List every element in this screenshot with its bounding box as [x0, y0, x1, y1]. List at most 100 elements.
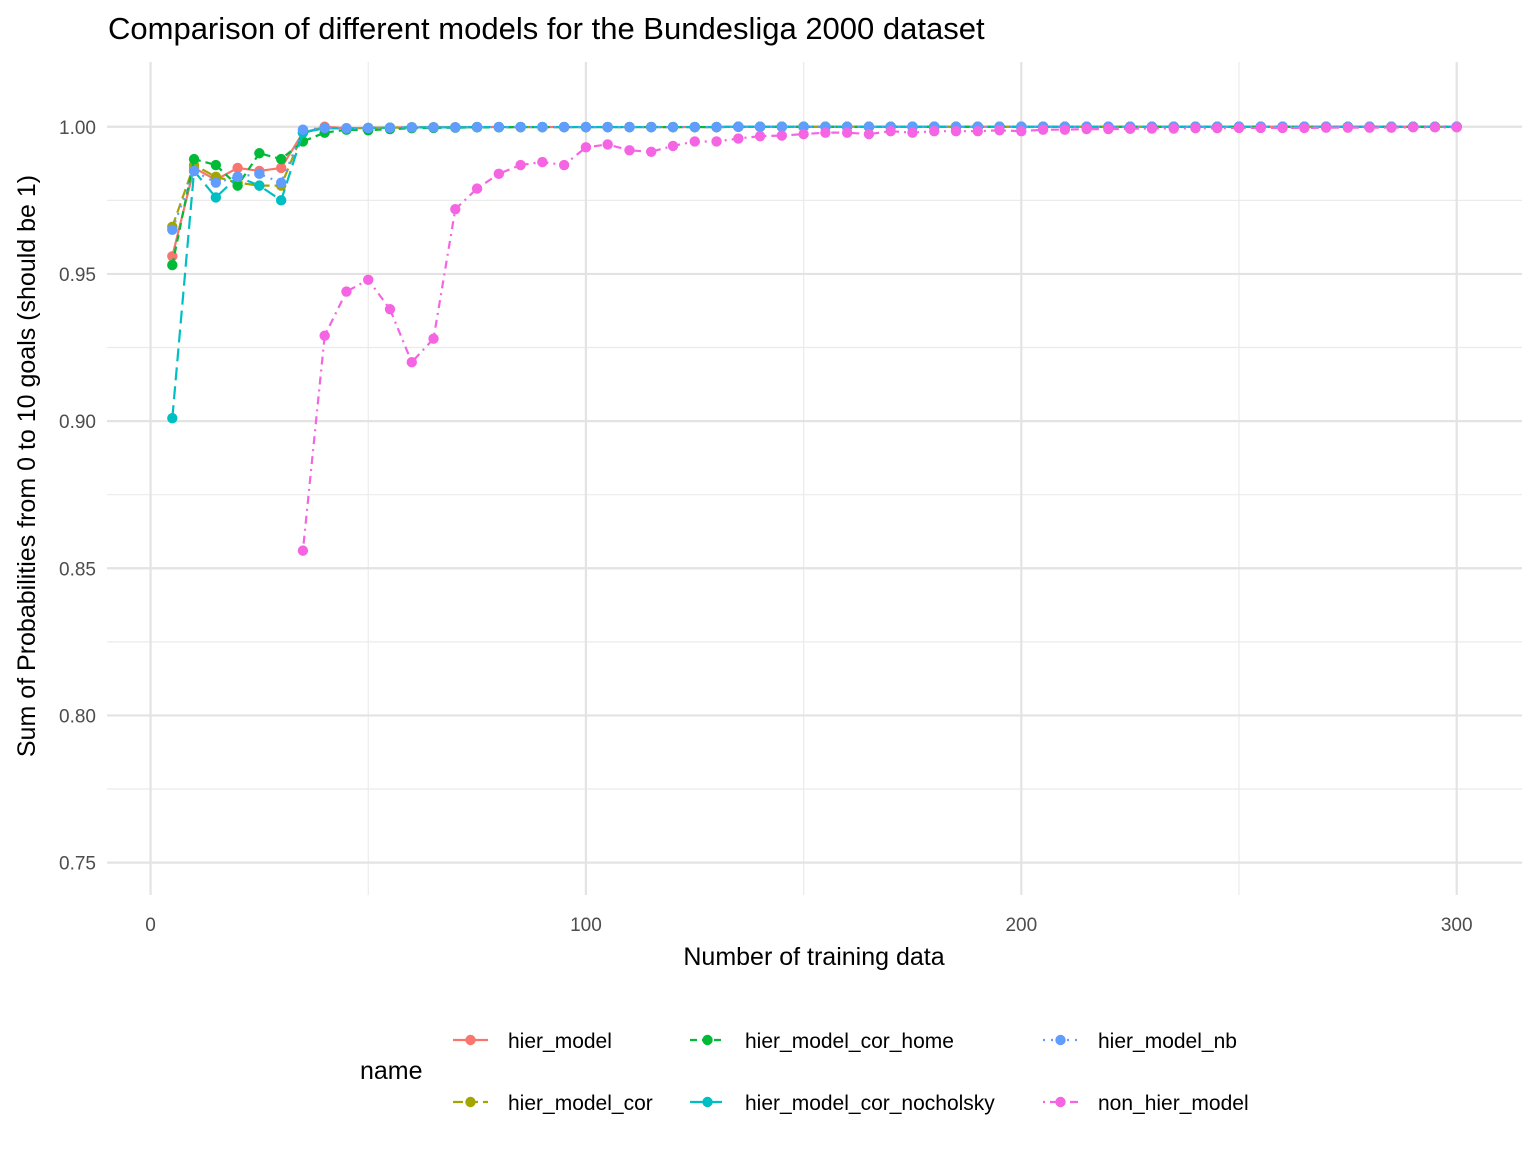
legend: name hier_model hier_model_cor hier_model_…	[360, 1030, 1249, 1115]
data-point-non-hier-model	[1103, 123, 1114, 135]
data-point-non-hier-model	[1124, 123, 1136, 135]
data-point-non-hier-model	[907, 127, 918, 138]
data-point-non-hier-model	[1081, 123, 1092, 135]
data-point-non-hier-model	[1212, 123, 1223, 134]
data-point-non-hier-model	[471, 183, 483, 194]
data-point-non-hier-model	[689, 136, 700, 147]
data-point-non-hier-model	[929, 125, 940, 137]
data-point-non-hier-model	[1255, 122, 1266, 134]
legend-item-non-hier-model: non_hier_model	[1043, 1092, 1249, 1115]
data-point-hier-model-nb	[319, 122, 330, 134]
legend-label: hier_model_nb	[1098, 1030, 1237, 1053]
legend-item-hier-model-nb: hier_model_nb	[1043, 1030, 1237, 1053]
data-point-non-hier-model	[1233, 122, 1245, 134]
series-line-hier-model-cor	[171, 125, 1457, 228]
legend-item-hier-model-cor: hier_model_cor	[453, 1092, 653, 1115]
data-point-non-hier-model	[754, 130, 766, 142]
data-point-non-hier-model	[1190, 123, 1201, 134]
data-point-non-hier-model	[558, 159, 570, 171]
data-point-hier-model-nb	[515, 121, 526, 133]
data-point-non-hier-model	[1451, 122, 1462, 133]
data-point-non-hier-model	[1407, 122, 1419, 133]
data-point-non-hier-model	[885, 125, 896, 137]
data-point-hier-model-nb	[384, 122, 396, 133]
data-point-hier-model-nb	[297, 124, 309, 135]
data-point-non-hier-model	[820, 127, 831, 138]
data-point-non-hier-model	[515, 159, 526, 171]
data-point-hier-model-cor-nocholsky	[167, 412, 178, 424]
data-point-non-hier-model	[1016, 125, 1027, 137]
data-point-non-hier-model	[798, 128, 809, 140]
legend-item-hier-model: hier_model	[453, 1030, 612, 1053]
data-point-non-hier-model	[319, 330, 330, 341]
data-point-non-hier-model	[646, 146, 657, 157]
data-point-non-hier-model	[1059, 124, 1071, 135]
legend-label: hier_model_cor_nocholsky	[745, 1092, 995, 1115]
legend-label: hier_model	[508, 1030, 612, 1053]
y-tick-label: 0.75	[59, 854, 96, 875]
y-tick-label: 0.90	[59, 412, 96, 433]
legend-key-point	[702, 1096, 713, 1108]
data-point-non-hier-model	[602, 139, 613, 150]
data-point-non-hier-model	[450, 203, 461, 215]
x-tick-label: 100	[570, 915, 602, 936]
data-point-non-hier-model	[428, 333, 439, 344]
data-point-hier-model-nb	[232, 171, 243, 182]
data-point-hier-model-cor-home	[275, 153, 287, 165]
data-point-hier-model-nb	[537, 121, 548, 133]
data-point-hier-model-nb	[754, 121, 766, 132]
data-point-non-hier-model	[1037, 124, 1049, 135]
data-point-non-hier-model	[733, 133, 744, 144]
data-point-non-hier-model	[994, 125, 1005, 136]
data-point-hier-model-nb	[275, 177, 287, 188]
data-point-hier-model-nb	[254, 168, 265, 180]
data-point-non-hier-model	[341, 286, 352, 297]
data-point-non-hier-model	[667, 140, 679, 152]
y-tick-label: 0.95	[59, 265, 96, 286]
x-tick-label: 300	[1441, 915, 1473, 936]
data-point-non-hier-model	[537, 156, 548, 168]
data-point-non-hier-model	[1364, 122, 1375, 133]
series-layer	[167, 121, 1462, 556]
legend-item-hier-model-cor-nocholsky: hier_model_cor_nocholsky	[690, 1092, 995, 1115]
data-point-non-hier-model	[1429, 122, 1441, 133]
data-point-non-hier-model	[384, 304, 396, 315]
x-tick-label: 200	[1005, 915, 1037, 936]
data-point-hier-model-nb	[689, 121, 700, 133]
data-point-hier-model	[167, 251, 178, 262]
data-point-hier-model-nb	[210, 177, 222, 188]
data-point-hier-model-cor-home	[210, 159, 222, 171]
y-axis-ticks: 0.75 0.80 0.85 0.90 0.95 1.00	[59, 118, 96, 875]
data-point-hier-model-nb	[450, 122, 461, 133]
data-point-non-hier-model	[1146, 123, 1158, 134]
data-point-non-hier-model	[1386, 122, 1397, 133]
data-point-hier-model-nb	[558, 121, 570, 133]
data-point-hier-model-cor-home	[254, 148, 265, 159]
data-point-non-hier-model	[624, 145, 635, 156]
data-point-non-hier-model	[297, 545, 309, 556]
plot-grid	[107, 62, 1522, 895]
data-point-hier-model-nb	[667, 121, 679, 133]
data-point-hier-model-nb	[428, 122, 439, 133]
data-point-hier-model	[275, 162, 287, 174]
legend-label: hier_model_cor_home	[745, 1030, 954, 1053]
data-point-hier-model-cor-nocholsky	[210, 192, 222, 203]
series-non-hier-model	[297, 122, 1462, 556]
data-point-hier-model-nb	[733, 121, 744, 132]
y-axis-title: Sum of Probabilities from 0 to 10 goals …	[13, 175, 41, 757]
legend-label: hier_model_cor	[508, 1092, 653, 1115]
data-point-hier-model	[232, 162, 243, 174]
y-tick-label: 0.80	[59, 706, 96, 727]
data-point-hier-model-nb	[646, 121, 657, 133]
data-point-hier-model-nb	[711, 121, 722, 133]
data-point-hier-model-nb	[167, 224, 178, 235]
y-tick-label: 0.85	[59, 559, 96, 580]
x-tick-label: 0	[145, 915, 156, 936]
data-point-non-hier-model	[363, 274, 374, 286]
legend-key-point	[1055, 1034, 1066, 1046]
legend-key-point	[465, 1096, 476, 1108]
data-point-hier-model-nb	[624, 121, 635, 133]
data-point-non-hier-model	[841, 127, 853, 138]
